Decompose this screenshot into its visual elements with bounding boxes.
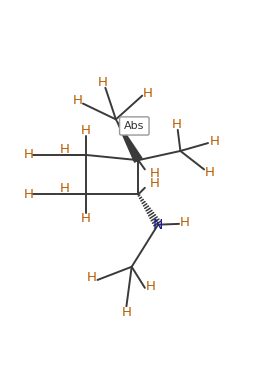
FancyBboxPatch shape (120, 117, 149, 135)
Polygon shape (116, 119, 142, 162)
Text: H: H (87, 271, 97, 284)
Text: N: N (153, 218, 163, 232)
Text: H: H (24, 188, 34, 201)
Text: H: H (60, 142, 69, 156)
Text: H: H (60, 182, 69, 195)
Text: H: H (122, 305, 131, 319)
Text: Abs: Abs (124, 121, 144, 131)
Text: H: H (180, 216, 190, 229)
Text: H: H (24, 148, 34, 162)
Text: H: H (81, 124, 90, 137)
Text: H: H (172, 117, 181, 131)
Text: H: H (146, 280, 156, 293)
Text: H: H (72, 94, 82, 107)
Text: H: H (150, 167, 160, 181)
Text: H: H (150, 177, 160, 190)
Text: H: H (98, 75, 108, 88)
Text: H: H (143, 87, 153, 100)
Text: H: H (205, 166, 215, 179)
Text: H: H (210, 135, 219, 148)
Text: H: H (81, 212, 90, 225)
